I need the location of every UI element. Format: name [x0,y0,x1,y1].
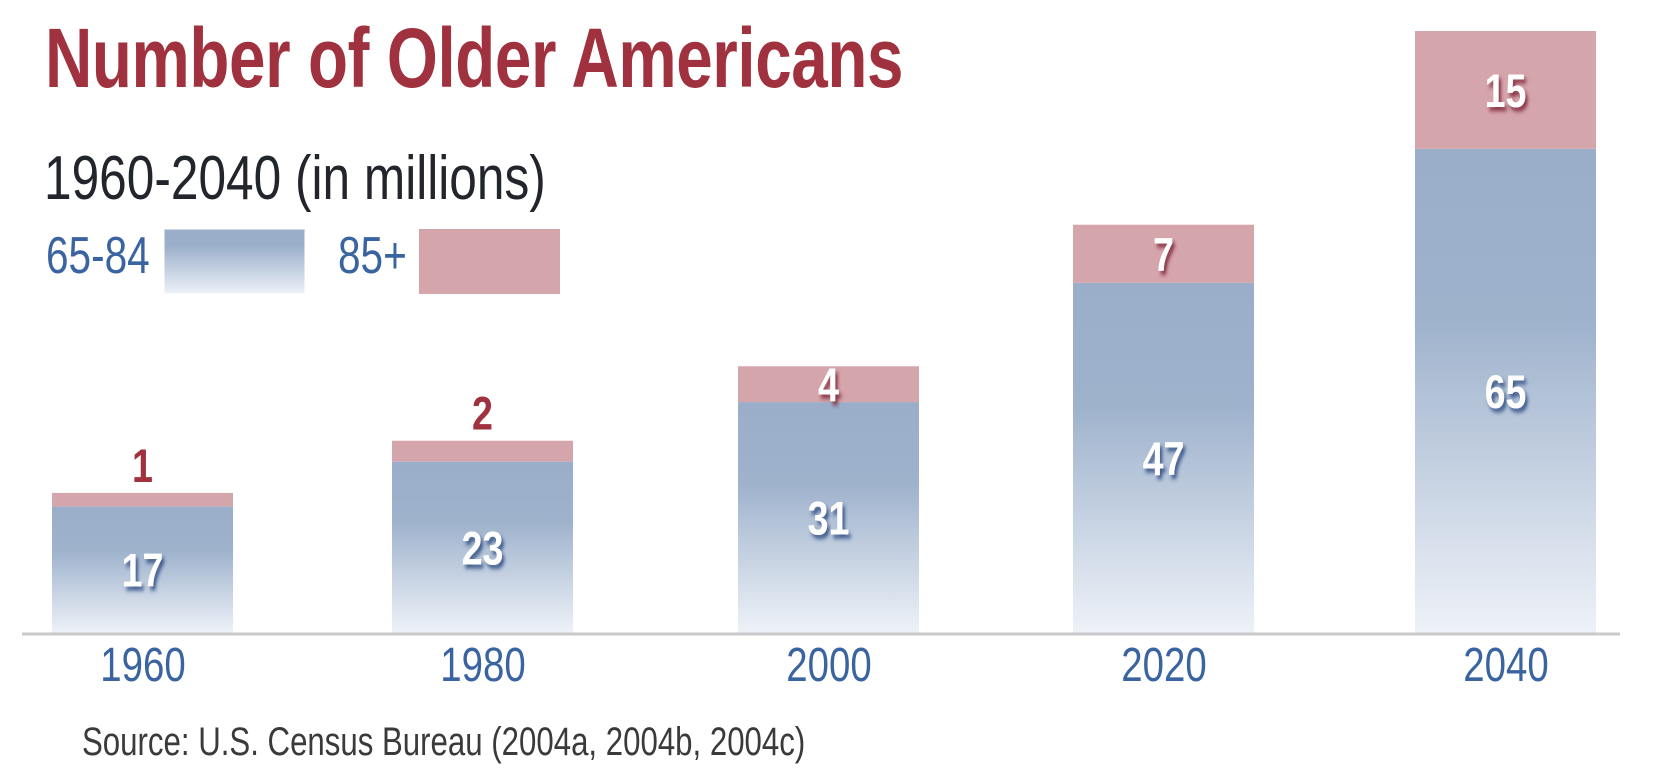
data-label-65-84: 65 [1485,366,1527,419]
data-label-65-84: 23 [462,522,504,575]
data-label-85-plus: 2 [472,388,493,441]
chart-title: Number of Older Americans [45,11,904,105]
bar-segment-85-plus-1960 [52,492,233,507]
data-label-65-84: 31 [808,493,850,546]
bar-segment-85-plus-2000 [738,366,919,403]
bar-segment-65-84-2020 [1073,282,1254,633]
bar-segment-85-plus-2040 [1415,31,1596,149]
data-label-65-84: 17 [122,545,164,598]
source-note: Source: U.S. Census Bureau (2004a, 2004b… [82,720,806,764]
bar-segment-65-84-1960 [52,506,233,633]
legend-swatch-65-84 [164,229,305,294]
chart-subtitle: 1960-2040 (in millions) [44,144,546,213]
x-tick-label: 2020 [1120,639,1207,692]
x-tick-label: 1960 [99,639,186,692]
data-label-85-plus: 7 [1153,229,1174,282]
x-tick-label: 2040 [1462,639,1549,692]
data-label-85-plus: 1 [132,440,153,493]
bar-segment-65-84-1980 [392,461,573,633]
bar-segment-65-84-2040 [1415,148,1596,633]
legend-label-85-plus: 85+ [338,227,407,285]
data-label-85-plus: 15 [1485,65,1527,118]
bar-segment-65-84-2000 [738,402,919,633]
data-label-65-84: 47 [1143,433,1185,486]
legend-swatch-85-plus [419,229,560,294]
bar-segment-85-plus-2020 [1073,224,1254,283]
data-label-85-plus: 4 [818,359,839,412]
legend-label-65-84: 65-84 [46,227,150,285]
x-tick-label: 1980 [439,639,526,692]
bar-segment-85-plus-1980 [392,440,573,462]
x-tick-label: 2000 [785,639,872,692]
